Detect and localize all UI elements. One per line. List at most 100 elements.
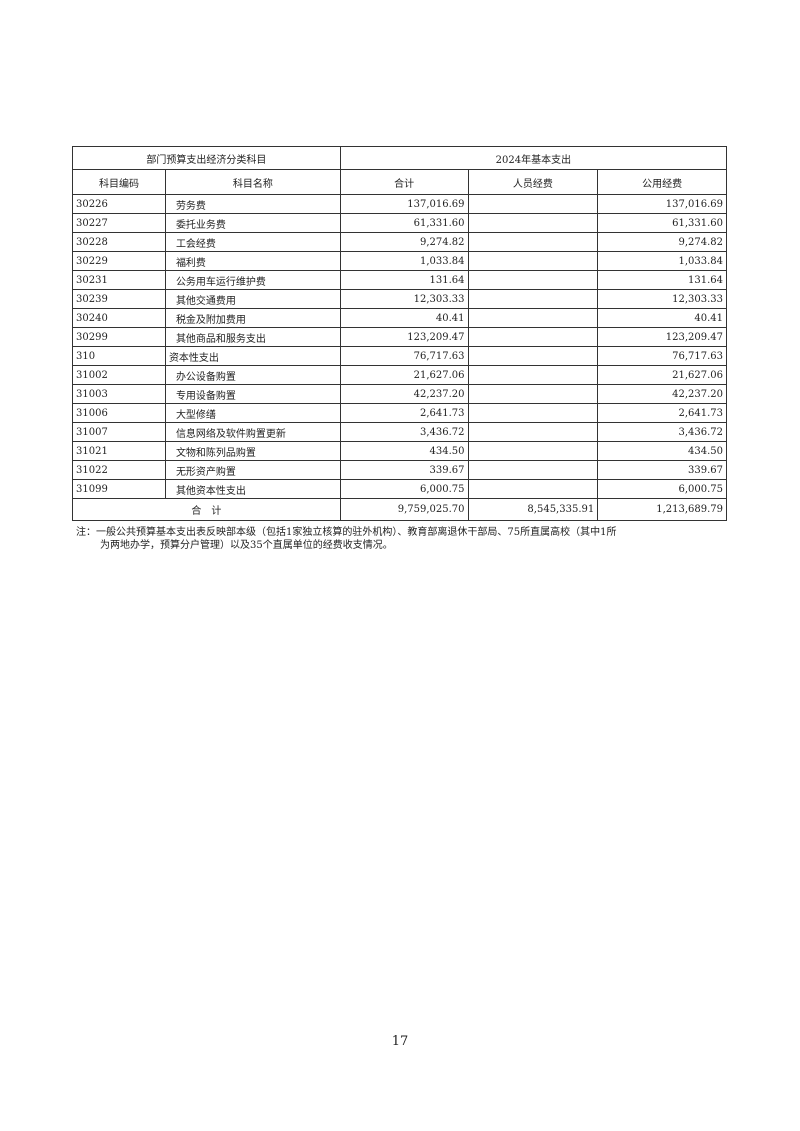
cell-total: 131.64 — [339, 270, 469, 290]
cell-public: 42,237.20 — [597, 384, 727, 404]
cell-personnel — [467, 289, 599, 309]
cell-code: 30231 — [72, 270, 166, 290]
cell-code: 30299 — [72, 327, 166, 347]
cell-name: 工会经费 — [164, 232, 341, 252]
cell-code: 31021 — [72, 441, 166, 461]
cell-name: 大型修缮 — [164, 403, 341, 423]
table-row: 31021 文物和陈列品购置 434.50 434.50 — [72, 441, 727, 461]
cell-total: 434.50 — [339, 441, 469, 461]
group-header-row: 部门预算支出经济分类科目 2024年基本支出 — [72, 146, 728, 170]
cell-code: 30240 — [72, 308, 166, 328]
cell-name: 公务用车运行维护费 — [164, 270, 341, 290]
cell-code: 30228 — [72, 232, 166, 252]
table-row: 31006 大型修缮 2,641.73 2,641.73 — [72, 403, 727, 423]
cell-name: 劳务费 — [164, 194, 341, 214]
table-row: 30299 其他商品和服务支出 123,209.47 123,209.47 — [72, 327, 727, 347]
cell-name: 信息网络及软件购置更新 — [164, 422, 341, 442]
cell-total: 137,016.69 — [339, 194, 469, 214]
total-total: 9,759,025.70 — [339, 498, 469, 521]
table-row: 30239 其他交通费用 12,303.33 12,303.33 — [72, 289, 727, 309]
cell-name: 专用设备购置 — [164, 384, 341, 404]
cell-name: 其他交通费用 — [164, 289, 341, 309]
cell-code: 31022 — [72, 460, 166, 480]
cell-personnel — [467, 232, 599, 252]
column-header-row: 科目编码 科目名称 合计 人员经费 公用经费 — [72, 169, 727, 195]
cell-code: 31006 — [72, 403, 166, 423]
table-row: 30228 工会经费 9,274.82 9,274.82 — [72, 232, 727, 252]
cell-total: 1,033.84 — [339, 251, 469, 271]
table-row: 30227 委托业务费 61,331.60 61,331.60 — [72, 213, 727, 233]
cell-name: 资本性支出 — [164, 346, 341, 366]
cell-total: 42,237.20 — [339, 384, 469, 404]
cell-total: 12,303.33 — [339, 289, 469, 309]
cell-public: 76,717.63 — [597, 346, 727, 366]
cell-name: 其他资本性支出 — [164, 479, 341, 499]
table-row: 30231 公务用车运行维护费 131.64 131.64 — [72, 270, 727, 290]
total-public: 1,213,689.79 — [597, 498, 727, 521]
cell-name: 税金及附加费用 — [164, 308, 341, 328]
cell-code: 31007 — [72, 422, 166, 442]
cell-code: 30239 — [72, 289, 166, 309]
cell-public: 2,641.73 — [597, 403, 727, 423]
cell-name: 无形资产购置 — [164, 460, 341, 480]
col-total: 合计 — [339, 169, 469, 195]
total-row: 合 计 9,759,025.70 8,545,335.91 1,213,689.… — [72, 498, 727, 521]
total-label: 合 计 — [72, 498, 341, 521]
cell-personnel — [467, 346, 599, 366]
cell-personnel — [467, 308, 599, 328]
cell-name: 文物和陈列品购置 — [164, 441, 341, 461]
cell-public: 339.67 — [597, 460, 727, 480]
cell-name: 其他商品和服务支出 — [164, 327, 341, 347]
cell-total: 61,331.60 — [339, 213, 469, 233]
col-name: 科目名称 — [164, 169, 341, 195]
footnote-line-1: 注：一般公共预算基本支出表反映部本级（包括1家独立核算的驻外机构）、教育部离退休… — [76, 527, 617, 538]
table-row: 30226 劳务费 137,016.69 137,016.69 — [72, 194, 727, 214]
cell-code: 30227 — [72, 213, 166, 233]
cell-code: 310 — [72, 346, 166, 366]
cell-personnel — [467, 384, 599, 404]
cell-code: 31003 — [72, 384, 166, 404]
cell-public: 40.41 — [597, 308, 727, 328]
table-row: 31007 信息网络及软件购置更新 3,436.72 3,436.72 — [72, 422, 727, 442]
col-personnel: 人员经费 — [467, 169, 599, 195]
cell-public: 61,331.60 — [597, 213, 727, 233]
cell-name: 委托业务费 — [164, 213, 341, 233]
cell-total: 76,717.63 — [339, 346, 469, 366]
cell-public: 137,016.69 — [597, 194, 727, 214]
cell-public: 9,274.82 — [597, 232, 727, 252]
cell-personnel — [467, 194, 599, 214]
cell-code: 31002 — [72, 365, 166, 385]
cell-public: 123,209.47 — [597, 327, 727, 347]
table-row: 30240 税金及附加费用 40.41 40.41 — [72, 308, 727, 328]
cell-public: 434.50 — [597, 441, 727, 461]
cell-total: 40.41 — [339, 308, 469, 328]
group-header-expense: 2024年基本支出 — [339, 146, 728, 170]
cell-total: 6,000.75 — [339, 479, 469, 499]
cell-total: 21,627.06 — [339, 365, 469, 385]
cell-public: 131.64 — [597, 270, 727, 290]
footnote: 注：一般公共预算基本支出表反映部本级（包括1家独立核算的驻外机构）、教育部离退休… — [76, 526, 676, 552]
cell-code: 30229 — [72, 251, 166, 271]
cell-total: 3,436.72 — [339, 422, 469, 442]
footnote-line-2: 为两地办学，预算分户管理）以及35个直属单位的经费收支情况。 — [100, 540, 393, 551]
cell-public: 21,627.06 — [597, 365, 727, 385]
cell-personnel — [467, 270, 599, 290]
cell-personnel — [467, 327, 599, 347]
table-row: 31003 专用设备购置 42,237.20 42,237.20 — [72, 384, 727, 404]
cell-code: 30226 — [72, 194, 166, 214]
cell-personnel — [467, 422, 599, 442]
table-row: 310 资本性支出 76,717.63 76,717.63 — [72, 346, 727, 366]
budget-table: 部门预算支出经济分类科目 2024年基本支出 科目编码 科目名称 合计 人员经费… — [72, 146, 728, 521]
table-row: 31002 办公设备购置 21,627.06 21,627.06 — [72, 365, 727, 385]
cell-name: 福利费 — [164, 251, 341, 271]
page-number: 17 — [391, 1034, 409, 1049]
cell-personnel — [467, 479, 599, 499]
cell-total: 123,209.47 — [339, 327, 469, 347]
col-code: 科目编码 — [72, 169, 166, 195]
table-row: 30229 福利费 1,033.84 1,033.84 — [72, 251, 727, 271]
cell-total: 339.67 — [339, 460, 469, 480]
cell-public: 1,033.84 — [597, 251, 727, 271]
cell-personnel — [467, 403, 599, 423]
cell-total: 9,274.82 — [339, 232, 469, 252]
